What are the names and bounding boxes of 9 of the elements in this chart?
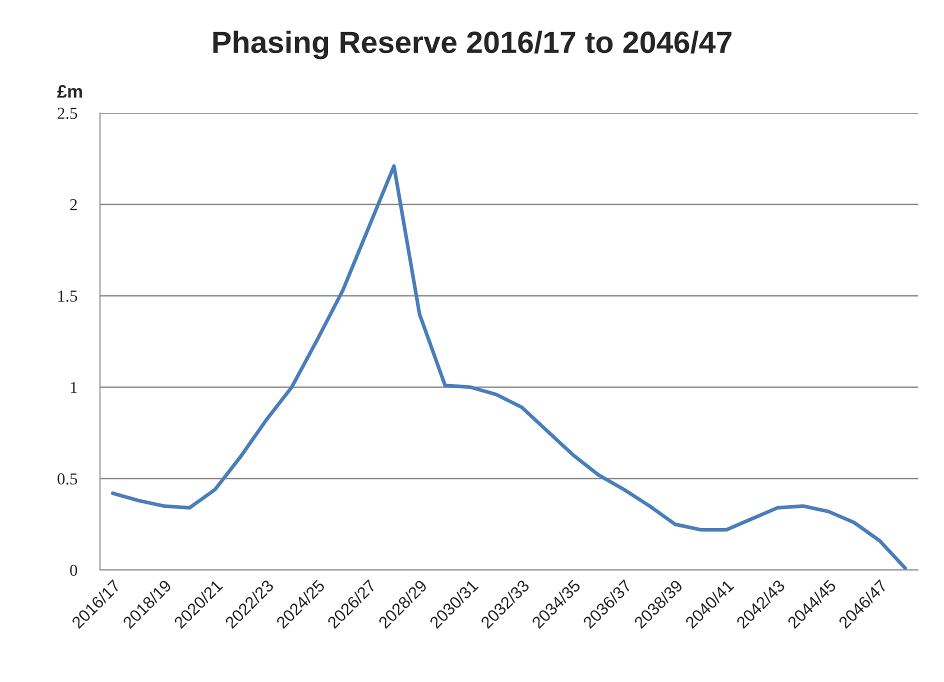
y-tick-label: 1.5 <box>58 290 78 302</box>
y-tick-label: 0.5 <box>58 473 78 485</box>
y-tick-label: 0 <box>70 564 78 576</box>
y-axis-title: £m <box>57 85 82 98</box>
chart-title: Phasing Reserve 2016/17 to 2046/47 <box>213 30 732 60</box>
y-tick-label: 1 <box>70 382 77 393</box>
y-tick-label: 2 <box>70 199 77 210</box>
line-series <box>110 164 908 570</box>
y-tick-label: 2.5 <box>58 108 78 120</box>
